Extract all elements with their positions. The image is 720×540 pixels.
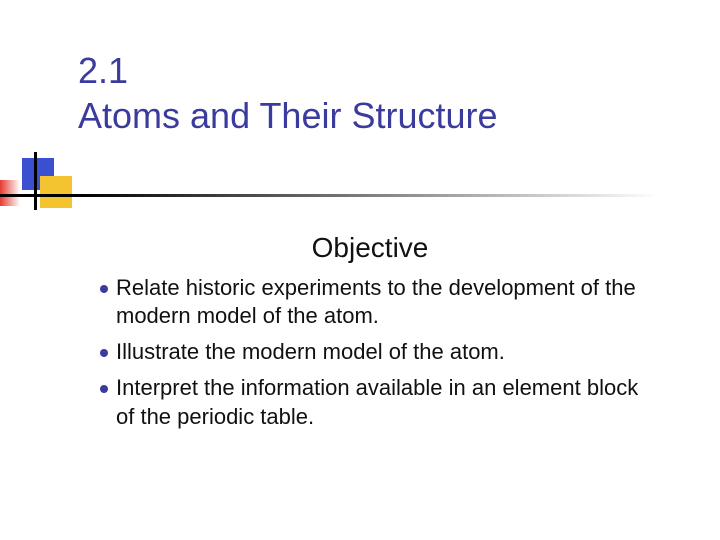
title-line-1: 2.1 [78, 48, 498, 93]
decorative-graphic [0, 158, 720, 218]
list-item: Illustrate the modern model of the atom. [100, 338, 640, 366]
objective-heading: Objective [100, 232, 640, 264]
slide-title: 2.1 Atoms and Their Structure [78, 48, 498, 138]
title-line-2: Atoms and Their Structure [78, 93, 498, 138]
list-item: Interpret the information available in a… [100, 374, 640, 430]
objective-list: Relate historic experiments to the devel… [100, 274, 640, 431]
list-item: Relate historic experiments to the devel… [100, 274, 640, 330]
content-area: Objective Relate historic experiments to… [100, 232, 640, 439]
square-red-icon [0, 180, 20, 206]
horizontal-line-icon [0, 194, 660, 197]
square-yellow-icon [40, 176, 72, 208]
vertical-line-icon [34, 152, 37, 210]
